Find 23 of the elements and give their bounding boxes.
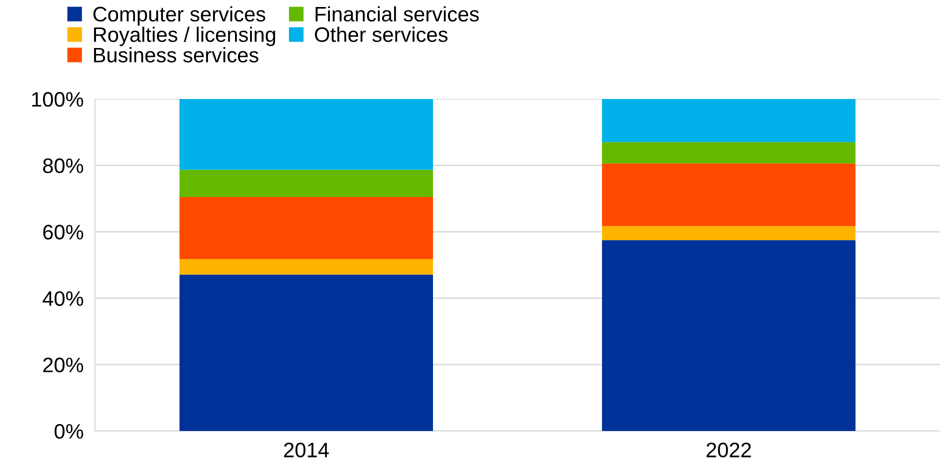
legend-label: Financial services <box>316 6 479 22</box>
legend-label: Business services <box>94 47 258 62</box>
bar <box>180 170 433 197</box>
bar <box>180 274 433 431</box>
y-tick-label: 60% <box>43 224 84 240</box>
bar <box>602 240 856 431</box>
y-tick-label: 0% <box>54 424 84 439</box>
legend-label: Royalties / licensing <box>94 26 276 46</box>
bar <box>602 142 856 164</box>
y-tick-label: 20% <box>43 358 84 372</box>
bar <box>602 226 856 240</box>
y-tick-label: 100% <box>32 92 84 107</box>
x-tick-label: 2022 <box>706 442 751 458</box>
bar <box>602 163 856 226</box>
y-tick-label: 40% <box>42 291 84 306</box>
bar <box>180 99 433 170</box>
bar <box>180 196 433 260</box>
y-tick-label: 80% <box>43 158 84 174</box>
bar <box>602 99 856 142</box>
legend-label: Other services <box>314 26 448 42</box>
bar <box>180 259 433 275</box>
legend-label: Computer services <box>93 6 266 26</box>
x-tick-label: 2014 <box>284 442 329 458</box>
